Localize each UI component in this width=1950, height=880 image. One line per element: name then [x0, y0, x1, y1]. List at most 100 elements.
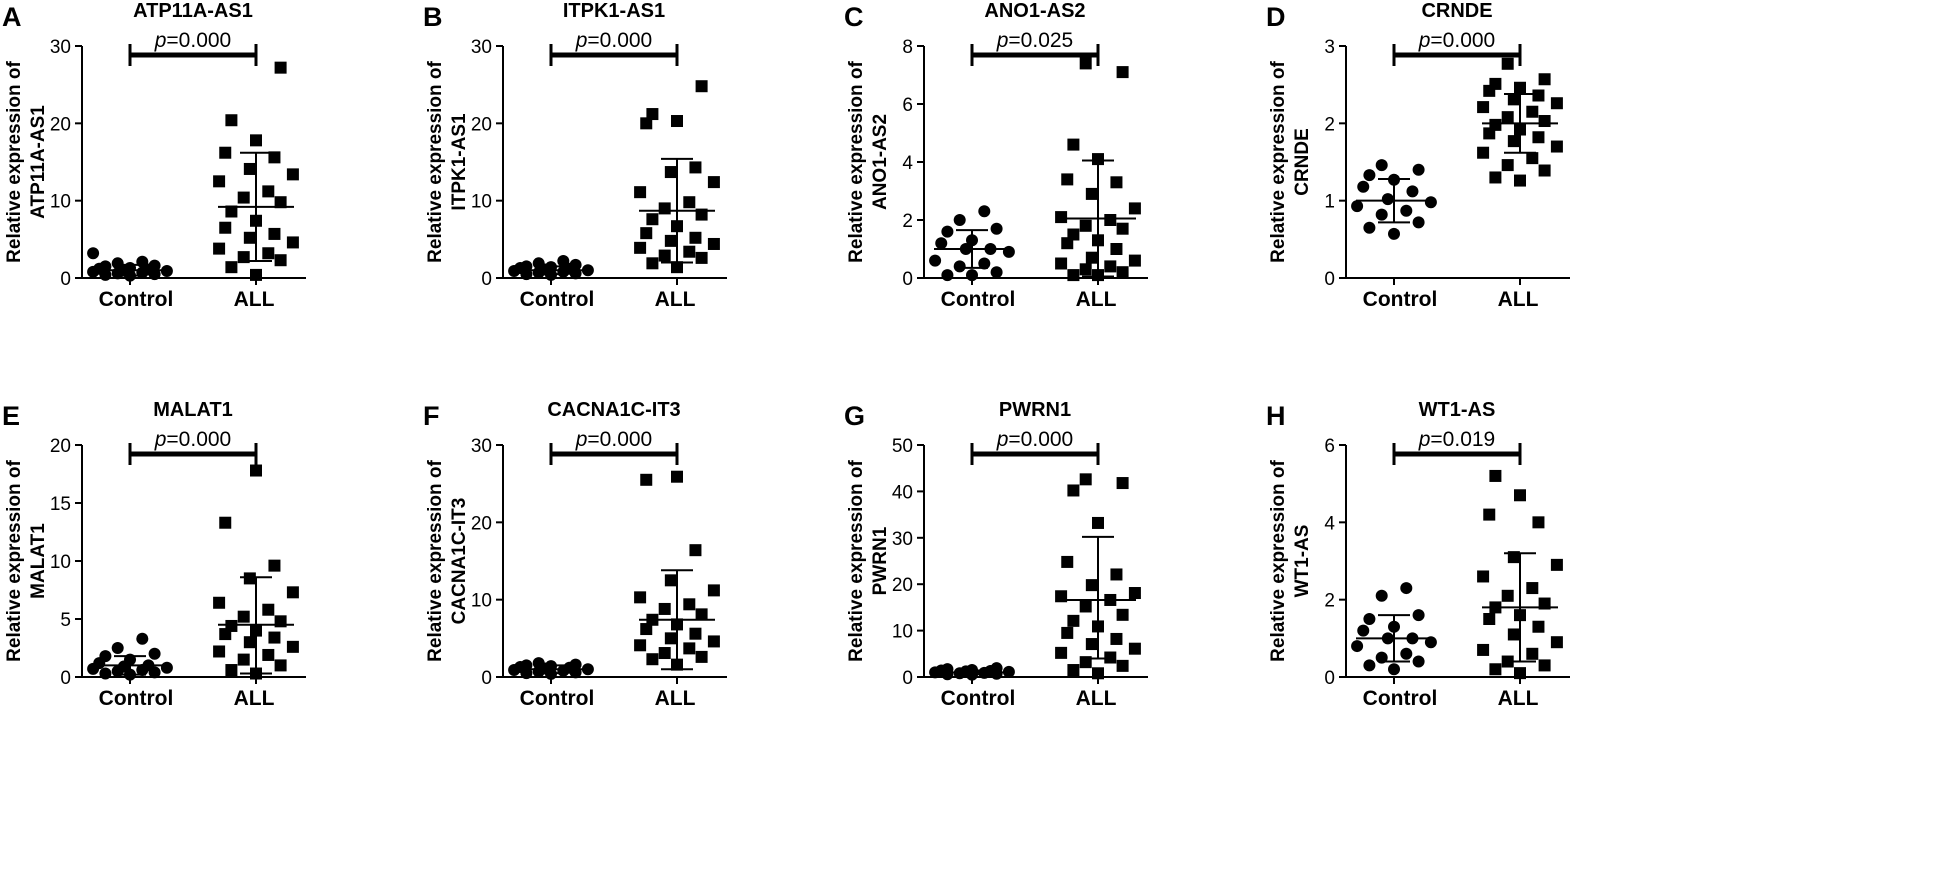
x-tick-label: ALL: [1498, 687, 1539, 710]
data-point-all: [1055, 257, 1068, 270]
data-point-all: [1092, 667, 1104, 680]
data-point-all: [658, 602, 671, 615]
data-point-control: [1363, 613, 1376, 625]
data-point-all: [707, 176, 720, 189]
data-point-all: [1550, 97, 1563, 110]
data-point-control: [99, 667, 112, 680]
y-tick-label: 0: [481, 269, 492, 290]
data-point-all: [695, 608, 708, 621]
data-point-control: [953, 214, 966, 226]
data-point-all: [1483, 508, 1496, 521]
data-point-all: [640, 117, 653, 130]
y-axis-label: Relative expression of CACNA1C-IT3: [425, 459, 470, 661]
data-point-control: [136, 266, 149, 279]
data-point-control: [532, 665, 545, 678]
data-point-all: [268, 151, 281, 164]
data-point-all: [1550, 636, 1563, 649]
data-point-all: [274, 196, 287, 209]
data-point-control: [569, 666, 582, 679]
data-point-control: [87, 265, 100, 278]
y-tick-label: 20: [471, 513, 492, 534]
data-point-all: [1477, 101, 1490, 114]
data-point-all: [1067, 269, 1080, 282]
data-point-all: [262, 185, 275, 198]
data-point-all: [1104, 260, 1117, 273]
y-axis-label: Relative expression of ITPK1-AS1: [425, 60, 470, 262]
x-tick-label: ALL: [1498, 288, 1539, 311]
p-value-number: =0.025: [1008, 29, 1073, 52]
x-tick-label: ALL: [234, 288, 275, 311]
data-point-all: [1514, 667, 1526, 680]
x-tick-label: Control: [520, 687, 595, 710]
data-point-control: [1351, 640, 1364, 653]
data-point-control: [160, 661, 173, 674]
data-point-all: [1067, 138, 1080, 151]
data-point-all: [1061, 626, 1074, 639]
data-point-all: [634, 186, 647, 199]
data-point-control: [941, 668, 954, 681]
x-tick-label: ALL: [655, 687, 696, 710]
data-point-all: [262, 247, 275, 260]
data-point-all: [695, 80, 708, 93]
data-point-control: [1363, 221, 1376, 234]
y-axis-label-line: Relative expression of: [425, 459, 446, 661]
data-point-all: [1489, 469, 1502, 482]
data-point-all: [1483, 613, 1496, 625]
p-value-number: =0.000: [1430, 29, 1495, 52]
data-point-all: [646, 108, 659, 121]
p-value-label: p=0.019: [1418, 428, 1496, 451]
data-point-all: [1079, 600, 1092, 613]
data-point-all: [286, 640, 299, 653]
data-point-all: [1110, 176, 1123, 189]
x-tick-label: Control: [99, 288, 174, 311]
p-value-symbol: p: [996, 428, 1009, 451]
data-point-control: [990, 266, 1003, 279]
y-tick-label: 0: [1324, 668, 1335, 689]
data-point-control: [111, 267, 124, 280]
data-point-all: [213, 175, 226, 188]
chart-title: PWRN1: [999, 399, 1071, 421]
data-point-all: [1501, 57, 1514, 70]
data-point-all: [243, 636, 256, 649]
data-point-all: [658, 202, 671, 215]
y-tick-label: 15: [50, 494, 71, 515]
data-point-all: [1110, 632, 1123, 645]
data-point-all: [1079, 263, 1092, 276]
panel-letter: C: [844, 2, 864, 32]
data-point-control: [990, 667, 1003, 680]
panel-letter: F: [423, 401, 440, 431]
data-point-all: [707, 237, 720, 250]
data-point-all: [1514, 489, 1526, 502]
p-value-number: =0.000: [1008, 428, 1073, 451]
y-tick-label: 10: [471, 591, 492, 612]
data-point-control: [941, 269, 954, 282]
data-point-all: [1128, 587, 1141, 600]
data-point-all: [1538, 115, 1551, 128]
p-value-number: =0.000: [166, 428, 231, 451]
y-tick-label: 40: [892, 482, 913, 503]
data-point-all: [1526, 105, 1539, 118]
chart-title: ANO1-AS2: [984, 0, 1085, 22]
data-point-control: [1357, 180, 1370, 193]
data-point-all: [1079, 219, 1092, 232]
y-tick-label: 1: [1324, 192, 1335, 213]
data-point-all: [1507, 135, 1520, 148]
y-tick-label: 2: [1324, 591, 1335, 612]
data-point-control: [99, 268, 112, 281]
panel-letter: E: [2, 401, 20, 431]
chart-title: WT1-AS: [1419, 399, 1496, 421]
data-point-all: [1067, 614, 1080, 627]
y-axis-label-line: CRNDE: [1292, 128, 1313, 196]
data-point-control: [990, 222, 1003, 235]
data-point-all: [1501, 111, 1514, 124]
data-point-all: [1489, 663, 1502, 676]
data-point-control: [148, 666, 161, 679]
data-point-control: [1400, 582, 1413, 595]
data-point-control: [1400, 647, 1413, 660]
y-tick-label: 50: [892, 436, 913, 457]
data-point-all: [1092, 153, 1104, 166]
data-point-all: [225, 261, 238, 274]
data-point-control: [148, 647, 161, 660]
